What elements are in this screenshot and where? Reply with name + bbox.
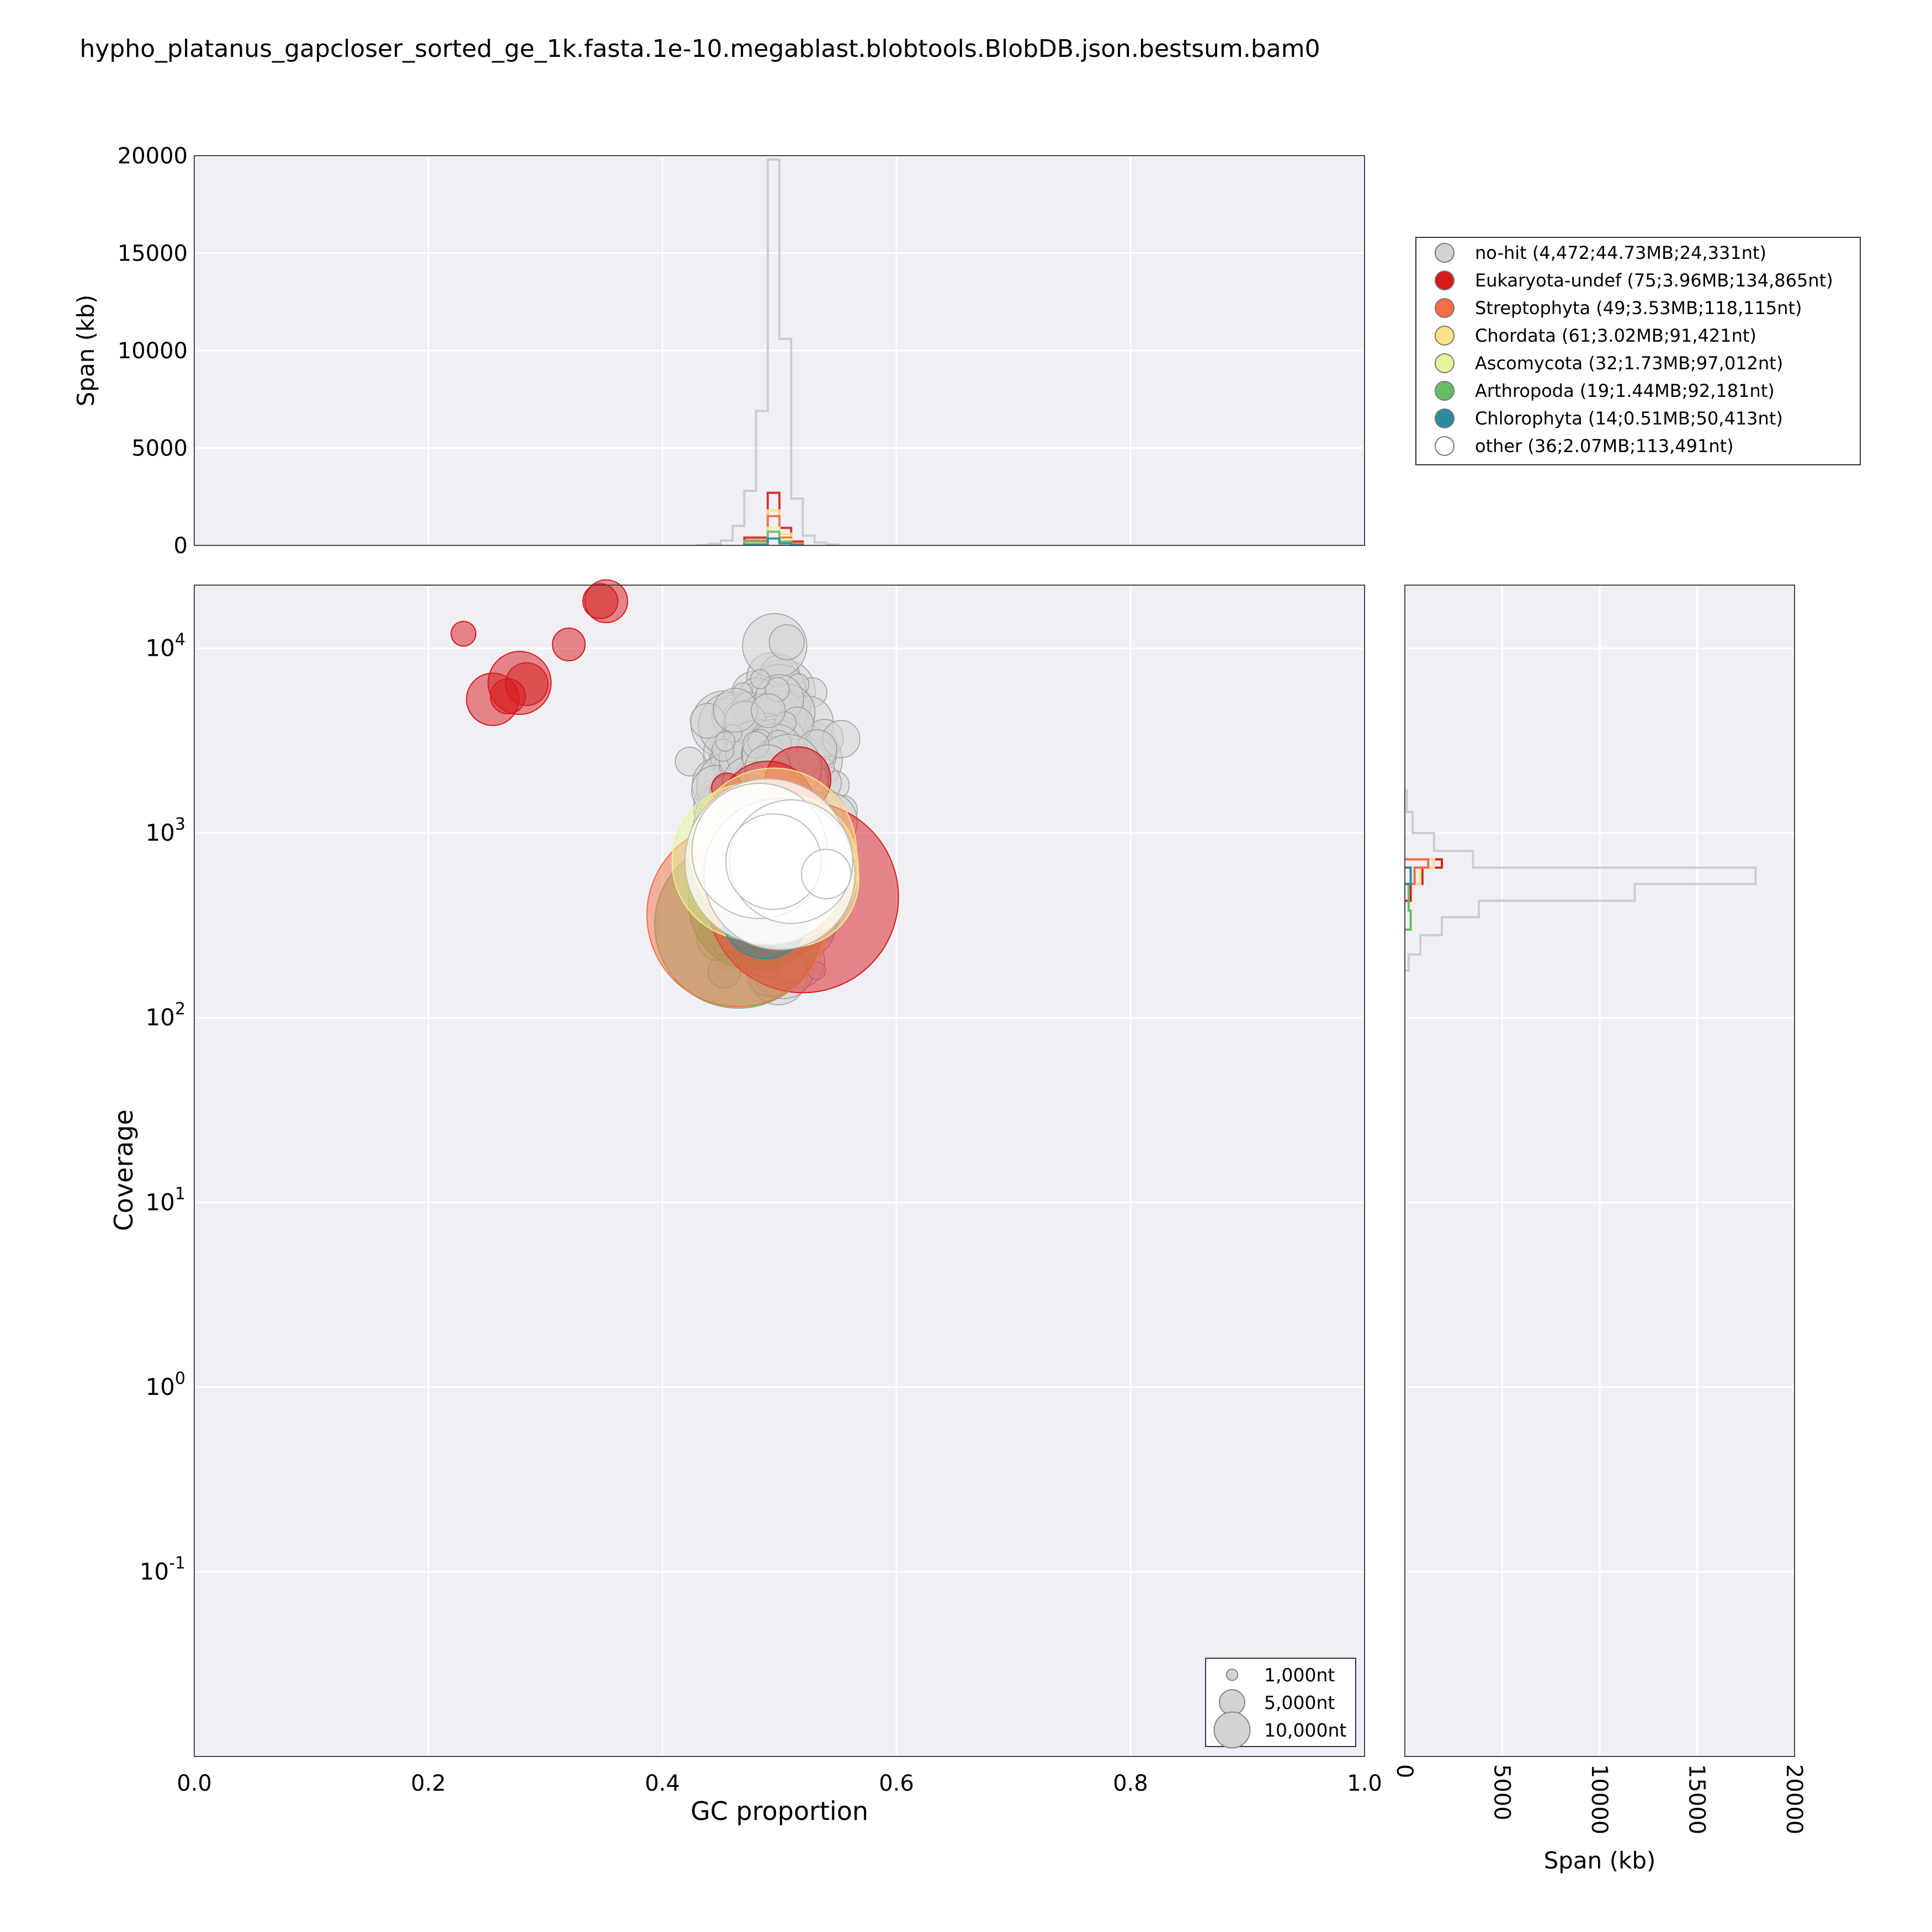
size-legend-label: 10,000nt (1264, 1719, 1346, 1741)
scatter-point (713, 688, 758, 733)
scatter-point (505, 662, 549, 707)
right-histogram-category-step (1405, 858, 1430, 885)
top-ytick-label: 5000 (131, 436, 188, 461)
legend-box (1415, 237, 1861, 465)
main-xtick-label: 0.4 (645, 1771, 680, 1796)
legend-label: Chlorophyta (14;0.51MB;50,413nt) (1475, 408, 1783, 429)
category-legend: no-hit (4,472;44.73MB;24,331nt) Eukaryota… (1415, 237, 1861, 465)
main-xlabel: GC proportion (691, 1796, 868, 1826)
scatter-point (584, 579, 628, 623)
right-histogram: 0 5000 10000 15000 20000 Span (kb) (1392, 585, 1807, 1874)
main-ytick-label: 103 (145, 815, 185, 846)
top-histogram-nohit-step (696, 158, 839, 546)
chart-title: hypho_platanus_gapcloser_sorted_ge_1k.fa… (79, 35, 1320, 63)
legend-marker (1435, 243, 1455, 263)
size-legend-label: 1,000nt (1264, 1664, 1335, 1686)
legend-label: Streptophyta (49;3.53MB;118,115nt) (1475, 298, 1802, 319)
size-legend-label: 5,000nt (1264, 1692, 1335, 1713)
size-legend-marker (1225, 1668, 1239, 1681)
size-legend: 1,000nt 5,000nt 10,000nt (1205, 1658, 1356, 1749)
legend-marker (1435, 353, 1455, 373)
main-xtick-label: 1.0 (1347, 1771, 1382, 1796)
main-ytick-label: 101 (145, 1184, 185, 1216)
main-xtick-label: 0.8 (1113, 1771, 1148, 1796)
main-scatter: 0.0 0.2 0.4 0.6 0.8 1.0 104 103 102 101 100 10-1 GC… (109, 579, 1382, 1826)
main-xtick-label: 0.2 (411, 1771, 446, 1796)
scatter-point (801, 848, 852, 900)
size-legend-marker (1213, 1711, 1251, 1749)
legend-label: Arthropoda (19;1.44MB;92,181nt) (1475, 380, 1775, 401)
right-xtick-label: 20000 (1781, 1764, 1807, 1834)
main-ytick-label: 10-1 (140, 1553, 185, 1585)
legend-label: Ascomycota (32;1.73MB;97,012nt) (1475, 353, 1783, 374)
right-xtick-label: 10000 (1586, 1764, 1612, 1834)
top-histogram: 20000 15000 10000 5000 0 Span (kb) (72, 144, 1366, 559)
scatter-point (450, 620, 476, 647)
scatter-point (715, 731, 736, 752)
top-ytick-label: 15000 (118, 241, 188, 267)
right-histogram-category-step (1405, 858, 1443, 902)
main-xtick-label: 0.6 (879, 1771, 914, 1796)
right-histogram-nohit-step (1405, 789, 1757, 972)
right-xtick-label: 0 (1392, 1764, 1417, 1778)
legend-label: no-hit (4,472;44.73MB;24,331nt) (1475, 242, 1766, 263)
right-histogram-xlabel: Span (kb) (1544, 1847, 1656, 1874)
top-ytick-label: 20000 (118, 144, 188, 169)
scatter-point (750, 669, 771, 689)
legend-marker (1435, 326, 1455, 346)
right-xtick-label: 15000 (1684, 1764, 1710, 1834)
main-ylabel: Coverage (109, 1110, 139, 1231)
scatter-point (751, 693, 786, 728)
main-ytick-label: 100 (145, 1369, 185, 1400)
legend-label: Chordata (61;3.02MB;91,421nt) (1475, 325, 1756, 346)
legend-marker (1435, 381, 1455, 401)
main-xtick-label: 0.0 (177, 1771, 212, 1796)
size-legend-marker (1219, 1689, 1245, 1716)
top-ytick-label: 0 (174, 533, 188, 559)
legend-marker (1435, 408, 1455, 428)
legend-marker (1435, 436, 1455, 456)
legend-marker (1435, 298, 1455, 318)
scatter-point (768, 624, 805, 660)
right-xtick-label: 5000 (1489, 1764, 1515, 1820)
main-ytick-label: 102 (145, 1000, 185, 1031)
top-ytick-label: 10000 (118, 338, 188, 364)
legend-marker (1435, 270, 1455, 290)
legend-label: Eukaryota-undef (75;3.96MB;134,865nt) (1475, 270, 1833, 291)
main-ytick-label: 104 (145, 630, 185, 662)
top-histogram-ylabel: Span (kb) (72, 295, 99, 407)
legend-label: other (36;2.07MB;113,491nt) (1475, 436, 1734, 457)
right-histogram-category-step (1405, 866, 1412, 885)
scatter-point (551, 627, 586, 662)
